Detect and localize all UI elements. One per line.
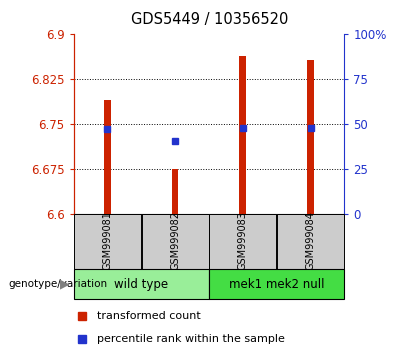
Bar <box>142 214 209 269</box>
Text: percentile rank within the sample: percentile rank within the sample <box>97 333 285 344</box>
Bar <box>239 56 246 214</box>
Bar <box>74 214 141 269</box>
Text: GDS5449 / 10356520: GDS5449 / 10356520 <box>131 12 289 27</box>
Text: transformed count: transformed count <box>97 310 201 321</box>
Bar <box>277 214 344 269</box>
Text: ▶: ▶ <box>60 278 70 291</box>
Bar <box>307 59 314 214</box>
Text: GSM999082: GSM999082 <box>170 211 180 270</box>
Bar <box>209 214 276 269</box>
Text: GSM999084: GSM999084 <box>305 211 315 270</box>
Bar <box>104 100 111 214</box>
Text: mek1 mek2 null: mek1 mek2 null <box>229 278 324 291</box>
Bar <box>74 269 209 299</box>
Text: wild type: wild type <box>114 278 168 291</box>
Text: genotype/variation: genotype/variation <box>8 279 108 289</box>
Bar <box>172 169 178 214</box>
Text: GSM999081: GSM999081 <box>102 211 113 270</box>
Bar <box>209 269 344 299</box>
Text: GSM999083: GSM999083 <box>238 211 248 270</box>
